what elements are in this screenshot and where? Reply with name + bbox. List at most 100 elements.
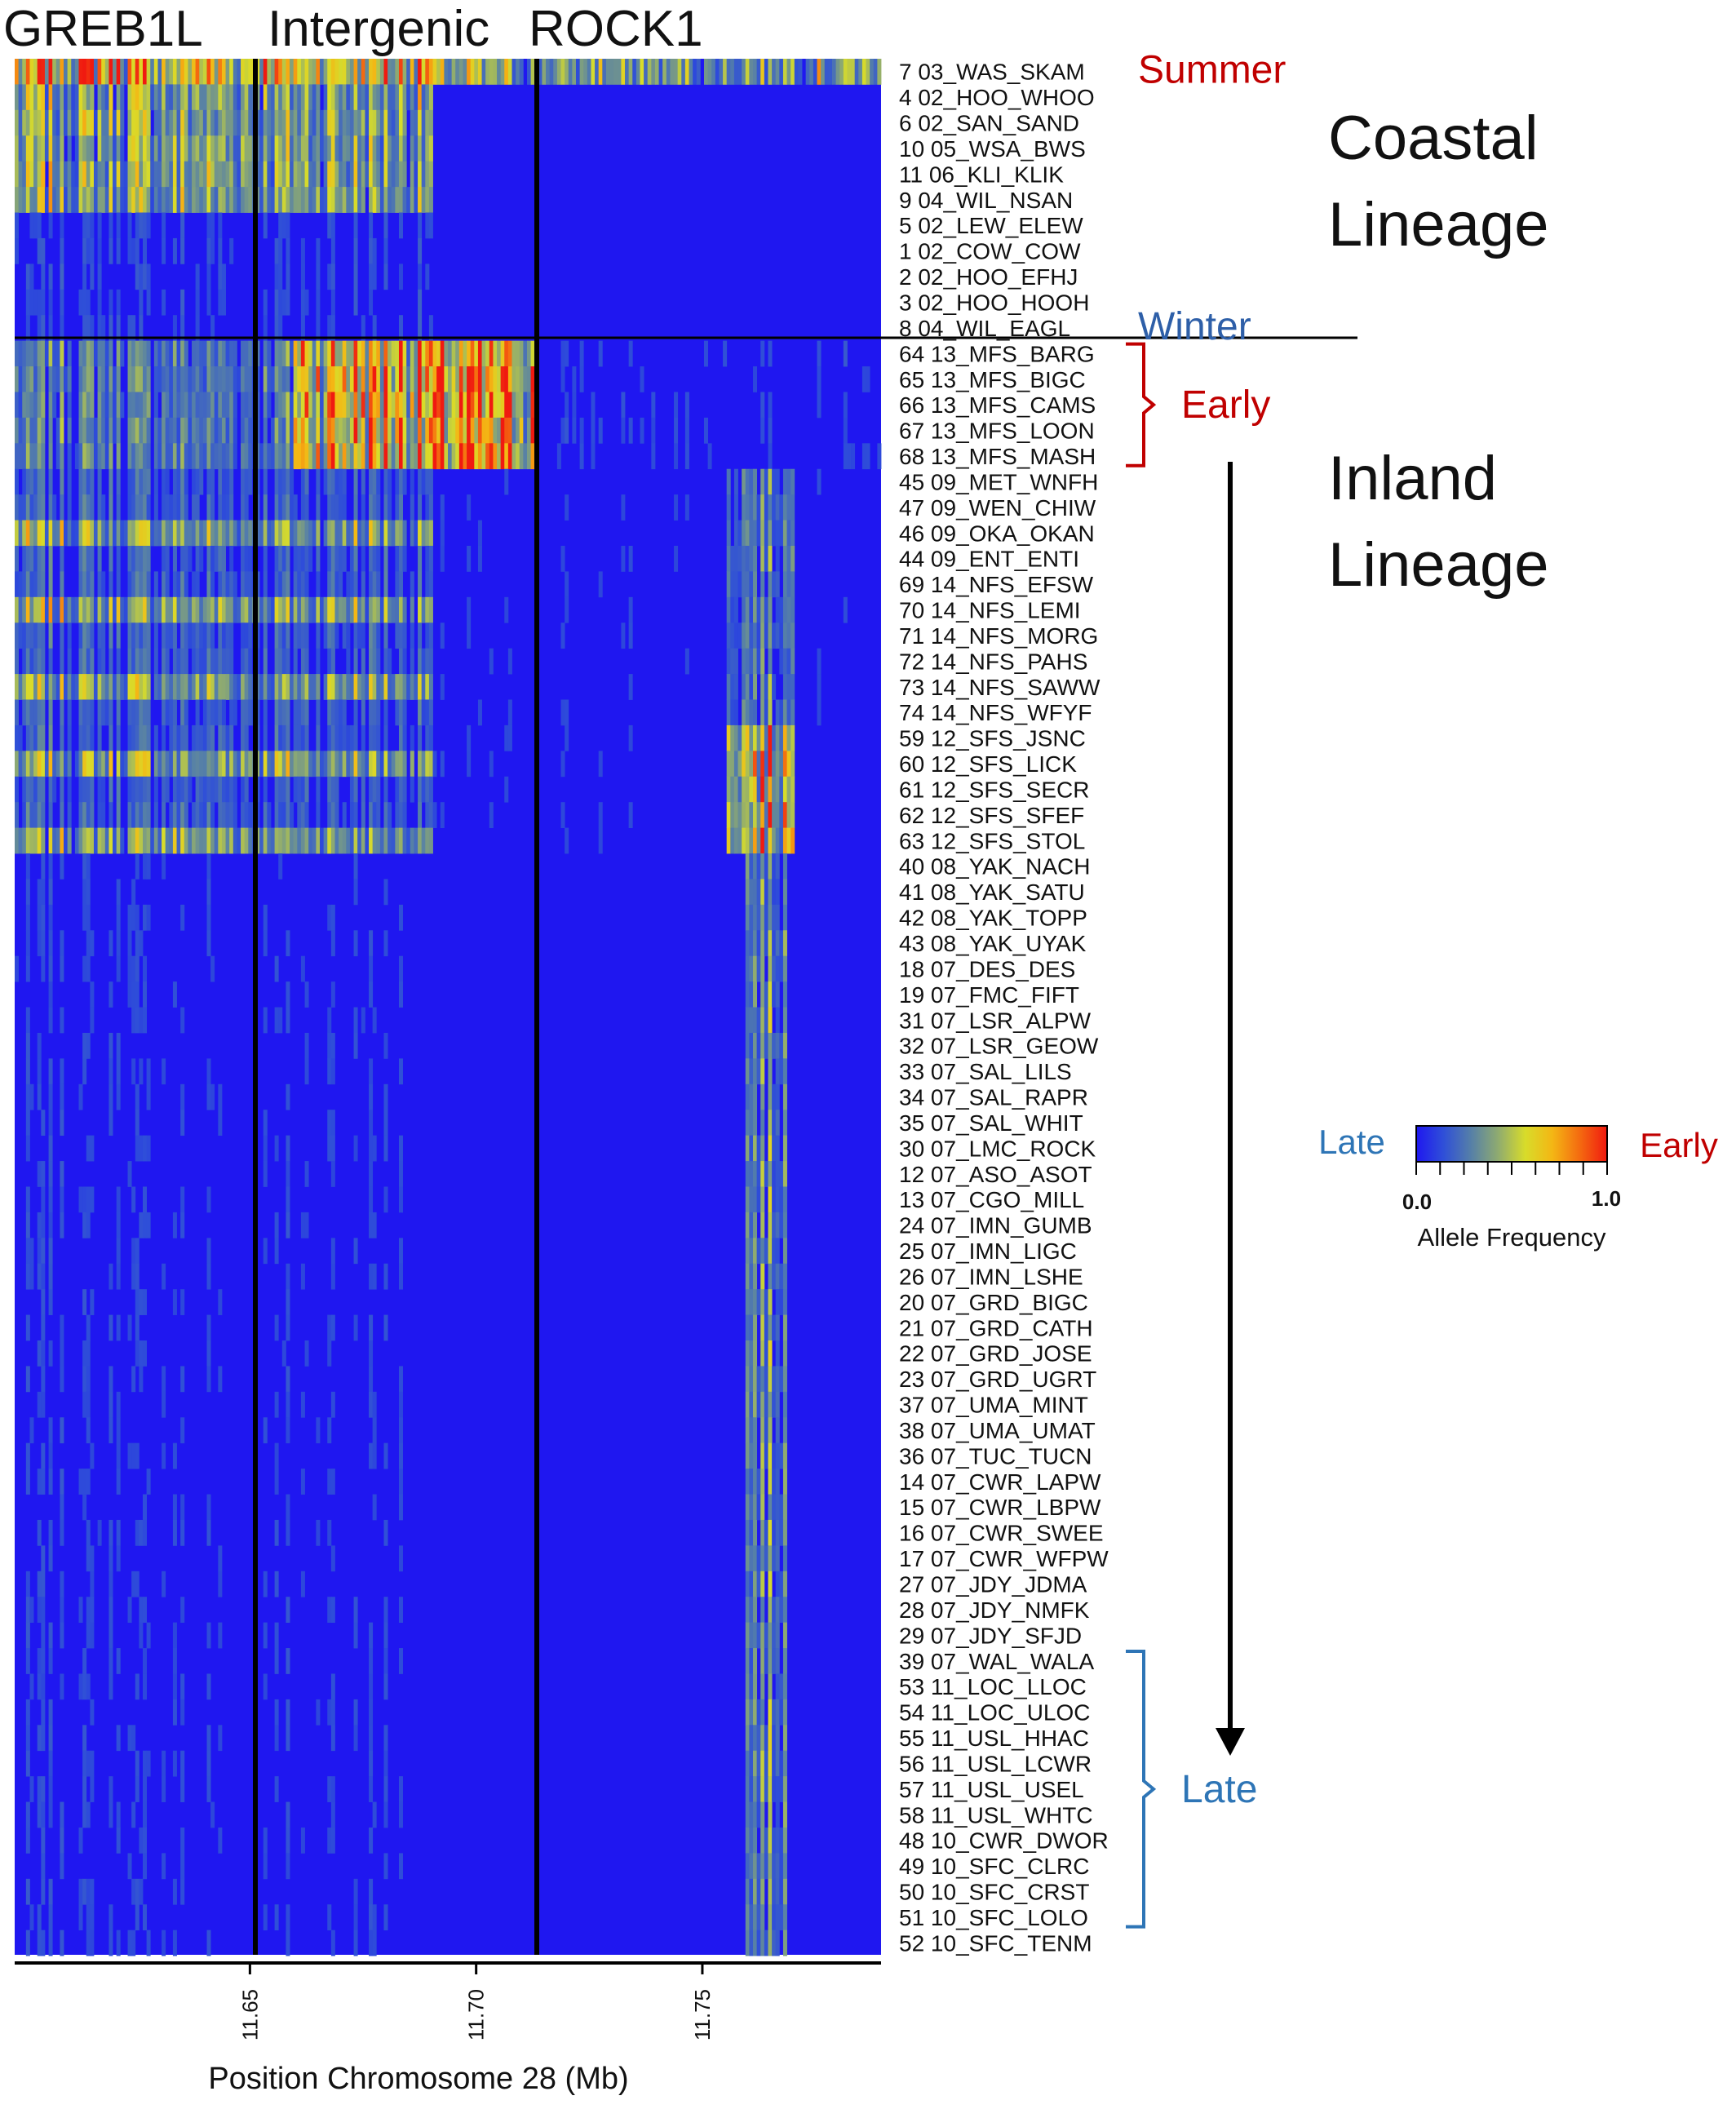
heatmap-cell — [745, 776, 750, 803]
heatmap-cell — [25, 1571, 30, 1597]
heatmap-cell — [25, 1186, 30, 1213]
heatmap-cell — [263, 699, 268, 726]
heatmap-cell — [745, 1058, 750, 1085]
heatmap-cell — [192, 443, 197, 470]
heatmap-cell — [259, 109, 264, 136]
heatmap-cell — [221, 340, 226, 367]
heatmap-cell — [90, 1699, 95, 1726]
heatmap-cell — [206, 724, 211, 751]
heatmap-cell — [180, 1366, 185, 1393]
heatmap-cell — [349, 520, 354, 547]
heatmap-cell — [101, 751, 106, 778]
heatmap-cell — [334, 109, 339, 136]
heatmap-cell — [782, 1725, 787, 1752]
heatmap-cell — [82, 264, 87, 290]
heatmap-cell — [255, 623, 260, 649]
heatmap-cell — [286, 623, 290, 649]
heatmap-cell — [753, 1571, 758, 1597]
heatmap-cell — [349, 161, 354, 188]
heatmap-cell — [320, 827, 325, 854]
heatmap-cell — [281, 776, 286, 803]
heatmap-cell — [172, 468, 177, 495]
heatmap-cell — [146, 545, 151, 572]
heatmap-cell — [41, 417, 46, 444]
heatmap-cell — [172, 571, 177, 598]
heatmap-cell — [733, 648, 738, 675]
heatmap-cell — [414, 59, 418, 85]
heatmap-cell — [274, 443, 279, 470]
heatmap-cell — [782, 648, 787, 675]
heatmap-cell — [67, 520, 72, 547]
heatmap-cell — [444, 443, 449, 470]
heatmap-row — [25, 1930, 787, 1956]
heatmap-cell — [327, 1827, 332, 1854]
heatmap-cell — [218, 187, 223, 213]
heatmap-cell — [760, 468, 765, 495]
heatmap-cell — [93, 340, 98, 367]
heatmap-cell — [180, 1673, 185, 1700]
heatmap-cell — [458, 443, 463, 470]
heatmap-cell — [504, 340, 509, 367]
heatmap-cell — [369, 648, 374, 675]
heatmap-cell — [18, 623, 23, 649]
heatmap-cell — [281, 648, 286, 675]
heatmap-cell — [632, 59, 637, 85]
heatmap-cell — [241, 392, 246, 419]
heatmap-cell — [206, 802, 211, 828]
heatmap-cell — [120, 827, 125, 854]
heatmap-cell — [286, 1853, 290, 1880]
heatmap-cell — [199, 802, 204, 828]
heatmap-cell — [297, 596, 302, 623]
heatmap-cell — [290, 751, 294, 778]
heatmap-cell — [142, 109, 148, 136]
heatmap-cell — [726, 751, 731, 778]
heatmap-cell — [391, 366, 396, 392]
heatmap-cell — [195, 571, 200, 598]
heatmap-cell — [749, 520, 754, 547]
heatmap-cell — [274, 1391, 279, 1418]
heatmap-cell — [108, 751, 113, 778]
heatmap-cell — [316, 596, 321, 623]
heatmap-cell — [730, 545, 735, 572]
heatmap-cell — [146, 340, 151, 367]
heatmap-cell — [281, 596, 286, 623]
heatmap-cell — [142, 802, 148, 828]
heatmap-cell — [82, 1801, 87, 1828]
heatmap-cell — [131, 443, 136, 470]
heatmap-cell — [48, 494, 53, 521]
heatmap-cell — [768, 1314, 773, 1341]
heatmap-cell — [48, 623, 53, 649]
heatmap-cell — [90, 776, 95, 803]
heatmap-cell — [281, 520, 286, 547]
heatmap-cell — [25, 1263, 30, 1290]
heatmap-cell — [376, 623, 381, 649]
heatmap-cell — [25, 724, 30, 751]
heatmap-cell — [29, 674, 34, 700]
heatmap-cell — [25, 674, 30, 700]
population-label-58-11-usl-whtc: 58 11_USL_WHTC — [899, 1802, 1093, 1828]
heatmap-cell — [300, 1212, 305, 1238]
heatmap-cell — [790, 468, 795, 495]
heatmap-cell — [308, 674, 313, 700]
heatmap-cell — [55, 827, 60, 854]
heatmap-cell — [388, 648, 392, 675]
heatmap-cell — [421, 520, 426, 547]
heatmap-cell — [526, 443, 531, 470]
heatmap-cell — [139, 520, 144, 547]
heatmap-cell — [383, 879, 388, 906]
heatmap-cell — [764, 545, 768, 572]
heatmap-cell — [304, 571, 309, 598]
heatmap-cell — [25, 571, 30, 598]
heatmap-cell — [395, 366, 400, 392]
heatmap-cell — [745, 1673, 750, 1700]
heatmap-cell — [756, 1878, 761, 1905]
heatmap-cell — [768, 1750, 773, 1777]
heatmap-cell — [188, 443, 193, 470]
heatmap-cell — [470, 366, 475, 392]
heatmap-cell — [101, 776, 106, 803]
heatmap-cell — [349, 751, 354, 778]
heatmap-cell — [304, 648, 309, 675]
heatmap-cell — [218, 1827, 223, 1854]
heatmap-cell — [278, 1007, 283, 1034]
heatmap-cell — [135, 1442, 140, 1469]
